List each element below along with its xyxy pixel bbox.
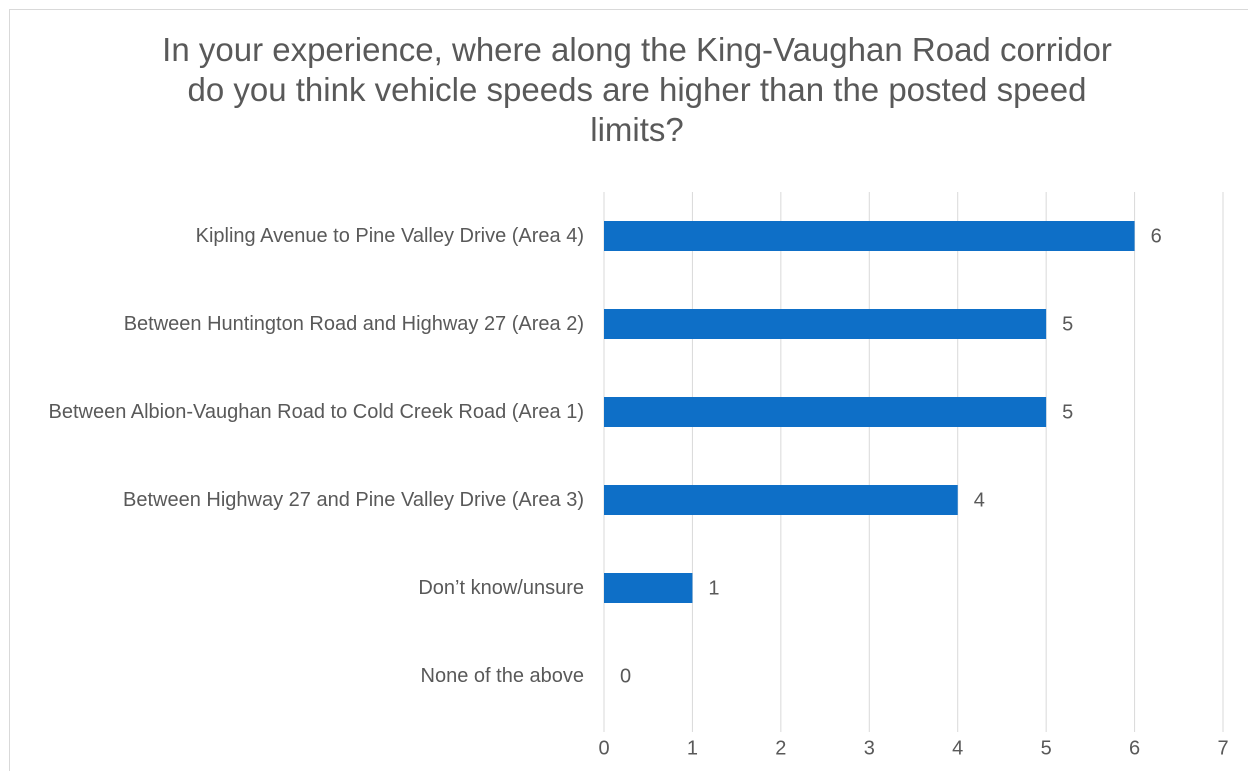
bar	[604, 573, 693, 603]
x-tick-label: 6	[1129, 737, 1140, 759]
x-tick-label: 2	[775, 737, 786, 759]
x-tick-label: 1	[687, 737, 698, 759]
x-tick-label: 4	[952, 737, 963, 759]
y-tick-label-box: Between Albion-Vaughan Road to Cold Cree…	[10, 372, 584, 452]
x-tick-label: 0	[598, 737, 609, 759]
x-tick-label: 7	[1217, 737, 1228, 759]
y-tick-label-box: Don’t know/unsure	[10, 548, 584, 628]
y-tick-label: Between Huntington Road and Highway 27 (…	[123, 313, 584, 335]
y-tick-label: Between Highway 27 and Pine Valley Drive…	[123, 489, 584, 511]
chart-title: In your experience, where along the King…	[162, 31, 1112, 148]
y-tick-label: None of the above	[420, 665, 584, 687]
bar	[604, 221, 1135, 251]
y-tick-label-box: Between Huntington Road and Highway 27 (…	[10, 284, 584, 364]
data-label: 1	[708, 577, 719, 599]
x-tick-label: 5	[1041, 737, 1052, 759]
y-tick-label: Don’t know/unsure	[418, 577, 584, 599]
data-label: 0	[620, 665, 631, 687]
y-tick-label: Between Albion-Vaughan Road to Cold Cree…	[48, 401, 584, 423]
data-label: 5	[1062, 401, 1073, 423]
x-tick-label: 3	[864, 737, 875, 759]
bar	[604, 397, 1047, 427]
y-tick-label: Kipling Avenue to Pine Valley Drive (Are…	[195, 225, 584, 247]
bar	[604, 309, 1047, 339]
data-label: 6	[1151, 225, 1162, 247]
chart-border	[9, 9, 1248, 771]
y-tick-label-box: Kipling Avenue to Pine Valley Drive (Are…	[10, 196, 584, 276]
bar	[604, 485, 958, 515]
data-label: 5	[1062, 313, 1073, 335]
y-tick-label-box: None of the above	[10, 636, 584, 716]
data-label: 4	[974, 489, 985, 511]
y-tick-label-box: Between Highway 27 and Pine Valley Drive…	[10, 460, 584, 540]
